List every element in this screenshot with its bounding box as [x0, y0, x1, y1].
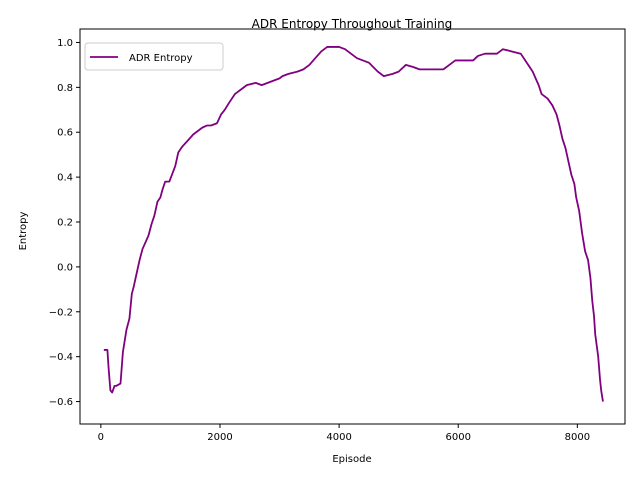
y-tick-label: −0.6 — [49, 397, 73, 408]
plot-area — [103, 46, 604, 402]
series-line-adr-entropy — [103, 46, 604, 402]
y-tick-label: 1.0 — [57, 38, 73, 49]
y-axis-label: Entropy — [18, 211, 29, 250]
legend-label: ADR Entropy — [129, 53, 193, 64]
y-axis: −0.6 −0.4 −0.2 0.0 0.2 0.4 0.6 0.8 1.0 — [49, 38, 80, 408]
y-tick-label: 0.6 — [57, 128, 73, 139]
x-tick-label: 0 — [98, 432, 104, 443]
y-tick-label: 0.8 — [57, 83, 73, 94]
y-tick-label: −0.4 — [49, 352, 73, 363]
plot-frame — [79, 28, 626, 425]
legend: ADR Entropy — [84, 42, 224, 71]
x-axis: 0 2000 4000 6000 8000 — [98, 424, 590, 443]
x-tick-label: 4000 — [326, 432, 351, 443]
chart-title: ADR Entropy Throughout Training — [252, 17, 453, 31]
x-tick-label: 2000 — [207, 432, 232, 443]
y-tick-label: 0.2 — [57, 218, 73, 229]
legend-box — [84, 42, 224, 71]
y-tick-label: 0.0 — [57, 262, 73, 273]
y-tick-label: −0.2 — [49, 307, 73, 318]
x-tick-label: 8000 — [565, 432, 590, 443]
y-tick-label: 0.4 — [57, 173, 73, 184]
x-tick-label: 6000 — [445, 432, 470, 443]
x-axis-label: Episode — [332, 454, 371, 465]
